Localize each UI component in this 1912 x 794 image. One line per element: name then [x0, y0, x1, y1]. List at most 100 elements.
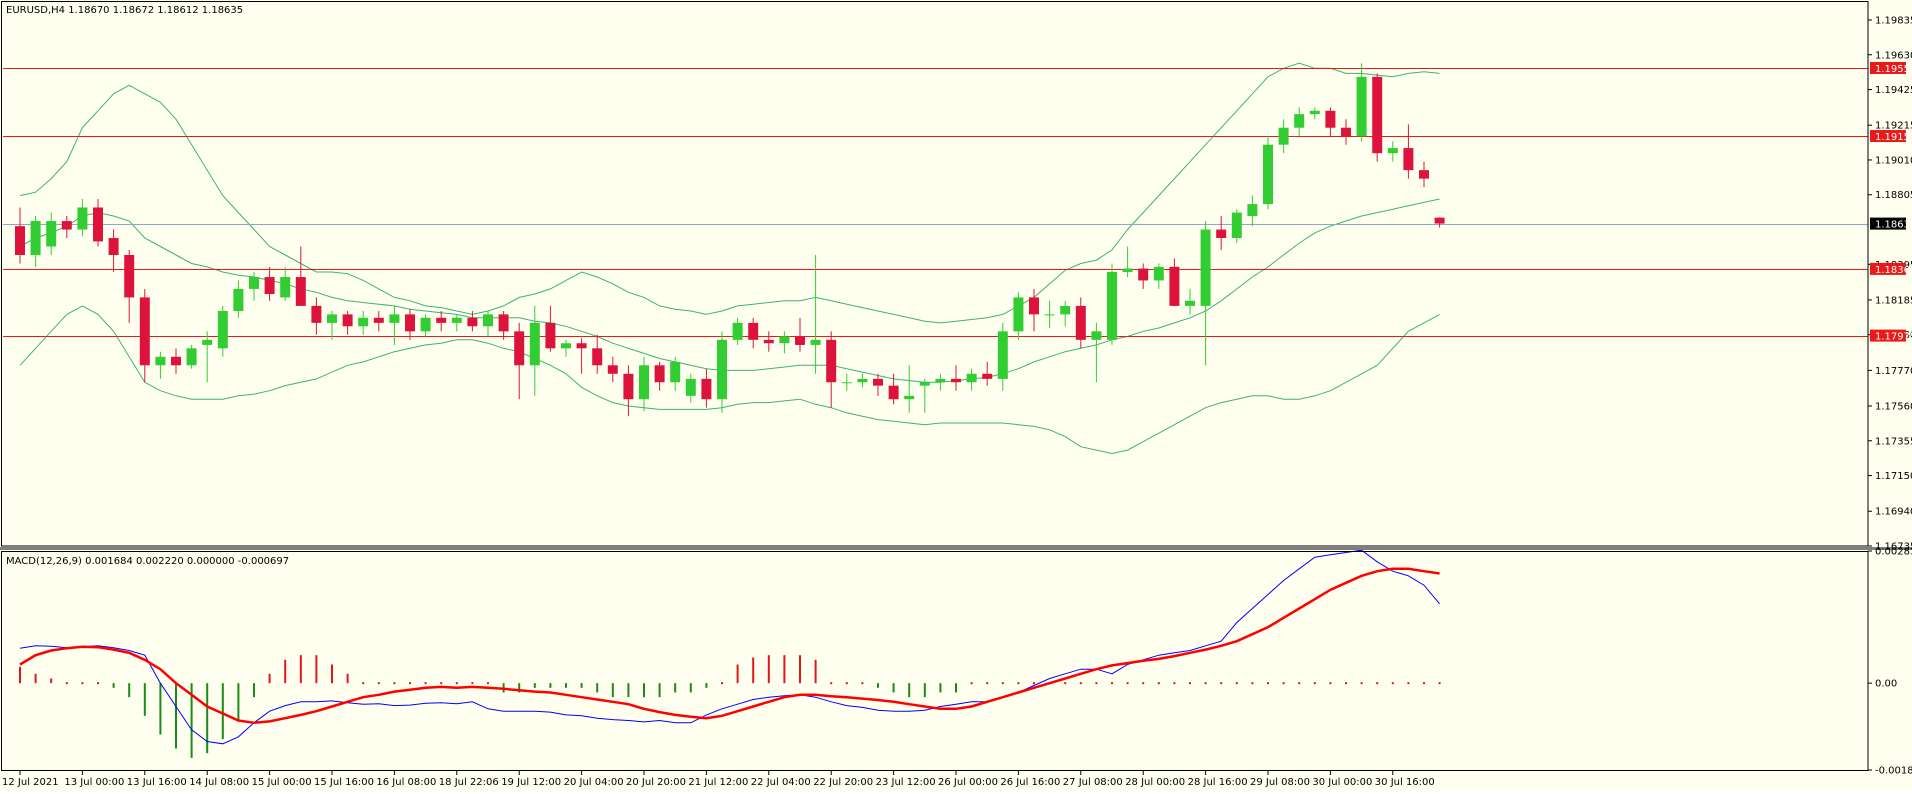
- candle-body: [1356, 76, 1367, 137]
- time-tick-label: 29 Jul 08:00: [1250, 777, 1310, 788]
- candle-body: [1013, 297, 1024, 332]
- candle-body: [15, 226, 25, 255]
- chart-title: EURUSD,H4 1.18670 1.18672 1.18612 1.1863…: [6, 5, 243, 16]
- macd-histogram-bar: [65, 682, 68, 685]
- candle-body: [1372, 76, 1383, 154]
- candle-body: [280, 277, 291, 298]
- candle-body: [545, 322, 556, 349]
- candle-body: [857, 378, 868, 383]
- candle-body: [249, 277, 259, 289]
- macd-histogram-bar: [487, 682, 489, 685]
- candle-body: [935, 378, 946, 383]
- time-tick-label: 26 Jul 16:00: [1000, 777, 1060, 788]
- candle-body: [1091, 331, 1102, 340]
- candle-body: [1294, 114, 1305, 128]
- candle-body: [373, 317, 384, 323]
- candle-body: [951, 378, 961, 383]
- price-tick-label: 1.17770: [1875, 366, 1912, 377]
- candle-body: [1419, 170, 1429, 179]
- candle-body: [311, 305, 322, 323]
- macd-histogram-bar: [970, 682, 973, 685]
- candle-body: [888, 385, 899, 400]
- candle-body: [171, 356, 181, 366]
- candle-body: [1216, 229, 1227, 239]
- macd-histogram-bar: [1282, 682, 1285, 685]
- candle-body: [93, 207, 103, 242]
- price-tick-label: 1.19010: [1875, 155, 1912, 166]
- candle-body: [919, 382, 930, 386]
- candle-body: [155, 356, 166, 366]
- macd-histogram-bar: [861, 682, 864, 685]
- candle-body: [514, 331, 525, 366]
- time-tick-label: 20 Jul 04:00: [564, 777, 624, 788]
- candle-body: [451, 317, 462, 323]
- level-price-tag: 1.18368: [1875, 265, 1912, 276]
- macd-histogram-bar: [1204, 682, 1207, 685]
- candle-body: [654, 365, 665, 383]
- macd-histogram-bar: [424, 682, 427, 685]
- candle-body: [139, 297, 150, 366]
- macd-histogram-bar: [830, 682, 833, 685]
- level-price-tag: 1.17975: [1875, 332, 1912, 343]
- candle-body: [607, 365, 618, 374]
- candle-body: [529, 322, 540, 366]
- candle-body: [779, 336, 790, 344]
- candle-body: [1200, 229, 1211, 306]
- candle-body: [997, 331, 1008, 379]
- candle-body: [795, 336, 805, 345]
- time-tick-label: 12 Jul 2021: [2, 777, 59, 788]
- horizontal-levels[interactable]: [3, 68, 1868, 337]
- price-tick-label: 1.18185: [1875, 295, 1912, 306]
- candle-body: [1231, 212, 1242, 239]
- macd-pane-border: [1, 551, 1869, 771]
- time-tick-label: 20 Jul 20:00: [626, 777, 686, 788]
- candle-body: [1185, 300, 1195, 306]
- macd-histogram-bar: [1033, 682, 1035, 685]
- macd-histogram-bar: [1126, 682, 1129, 685]
- macd-histogram-bar: [440, 682, 443, 685]
- level-price-tag-box: [1870, 61, 1906, 74]
- macd-histogram-bar: [1391, 682, 1394, 685]
- candle-body: [124, 254, 135, 298]
- macd-histogram-bar: [1376, 682, 1379, 685]
- time-tick-label: 22 Jul 04:00: [751, 777, 811, 788]
- macd-histogram-bar: [393, 682, 396, 685]
- macd-histogram-bar: [81, 682, 84, 685]
- price-tick-label: 1.19215: [1875, 121, 1912, 132]
- candle-body: [1169, 266, 1180, 306]
- candle-body: [592, 348, 603, 366]
- time-tick-label: 27 Jul 08:00: [1063, 777, 1123, 788]
- candle-body: [436, 317, 447, 323]
- candle-body: [1138, 268, 1149, 281]
- candle-body: [186, 348, 197, 366]
- macd-histogram-bar: [1142, 682, 1145, 685]
- macd-histogram-bar: [1235, 682, 1238, 685]
- axes: 1.19835 1.19630 1.19425 1.19215 1.19010 1.188…: [2, 15, 1912, 788]
- bid-price-tag-box: [1870, 217, 1906, 230]
- macd-tick-label: 0.002832: [1875, 547, 1912, 558]
- candle-body: [30, 221, 41, 255]
- time-tick-label: 26 Jul 00:00: [938, 777, 998, 788]
- candle-body: [748, 322, 759, 340]
- macd-indicator: [19, 549, 1441, 758]
- candle-body: [327, 314, 337, 323]
- candle-body: [342, 314, 353, 327]
- candle-body: [873, 378, 883, 386]
- time-tick-label: 22 Jul 20:00: [813, 777, 873, 788]
- candle-body: [670, 361, 681, 383]
- time-tick-label: 21 Jul 12:00: [688, 777, 748, 788]
- macd-histogram-bar: [1189, 682, 1191, 685]
- macd-histogram-bar: [1111, 682, 1113, 685]
- macd-histogram-bar: [409, 682, 411, 685]
- candle-body: [1122, 268, 1133, 272]
- level-price-tag-box: [1870, 262, 1906, 275]
- time-tick-label: 13 Jul 00:00: [64, 777, 124, 788]
- time-tick-label: 28 Jul 16:00: [1188, 777, 1248, 788]
- macd-histogram-bar: [1438, 682, 1441, 685]
- candle-body: [966, 373, 977, 383]
- bollinger-lower: [19, 305, 1440, 455]
- macd-signal-line: [19, 567, 1440, 725]
